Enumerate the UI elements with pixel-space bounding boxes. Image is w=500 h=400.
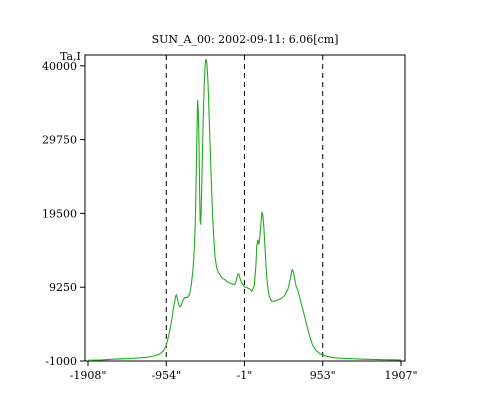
y-ticks: 40000 29750 19500 9250 -1000 [42, 60, 85, 368]
x-tick-label: -1" [237, 369, 253, 382]
y-tick-label: -1000 [45, 355, 77, 368]
y-tick-label: 40000 [42, 60, 77, 73]
series-line-0 [87, 58, 402, 361]
x-tick-label: 953" [310, 369, 336, 382]
y-axis-label: Ta,I [60, 50, 81, 63]
y-tick-label: 19500 [42, 207, 77, 220]
series-group [87, 58, 402, 361]
x-tick-label: -1908" [70, 369, 107, 382]
x-tick-label: 1907" [384, 369, 417, 382]
y-tick-label: 9250 [49, 281, 77, 294]
y-tick-label: 29750 [42, 134, 77, 147]
x-ticks: -1908" -954" -1" 953" 1907" [70, 361, 418, 382]
dashed-lines [165, 55, 324, 361]
x-tick-label: -954" [151, 369, 181, 382]
chart-title: SUN_A_00: 2002-09-11: 6.06[cm] [152, 33, 339, 46]
plot-frame [84, 54, 406, 362]
